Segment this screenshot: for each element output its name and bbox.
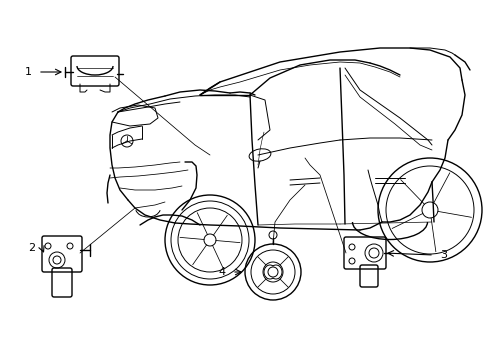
Text: 4: 4: [219, 267, 225, 277]
Text: 2: 2: [28, 243, 35, 253]
Text: 3: 3: [439, 250, 446, 260]
Text: 1: 1: [25, 67, 32, 77]
